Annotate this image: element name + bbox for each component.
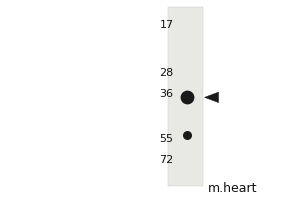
Text: 72: 72 (159, 155, 174, 165)
Text: 28: 28 (159, 68, 174, 78)
Text: 55: 55 (160, 134, 174, 144)
Point (184, 58, 189, 61)
Text: 36: 36 (160, 89, 174, 99)
Text: m.heart: m.heart (208, 182, 257, 195)
Polygon shape (205, 92, 219, 103)
Text: 17: 17 (159, 20, 174, 30)
Point (184, 96, 189, 99)
Bar (168, 7, 203, 186)
